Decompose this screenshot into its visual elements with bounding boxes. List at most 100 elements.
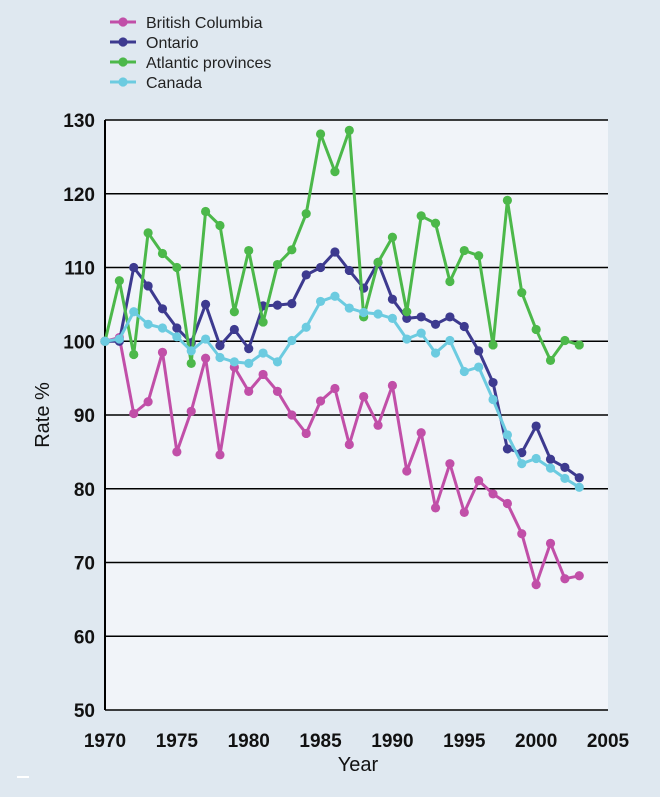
data-point (373, 420, 383, 430)
data-point (215, 450, 225, 460)
data-point (315, 296, 326, 307)
data-point (359, 391, 369, 402)
data-point (315, 129, 326, 139)
data-point (445, 312, 455, 322)
data-point (215, 352, 225, 363)
data-point (359, 307, 369, 318)
legend-label: Atlantic provinces (146, 55, 271, 72)
data-point (517, 459, 527, 469)
data-point (517, 529, 527, 539)
data-point (488, 394, 498, 405)
data-point (459, 321, 469, 332)
y-tick-label: 80 (74, 480, 95, 501)
data-point (502, 430, 512, 440)
data-point (459, 507, 469, 517)
data-point (502, 444, 512, 454)
data-point (272, 386, 283, 396)
data-point (387, 232, 398, 242)
data-point (574, 340, 584, 350)
y-axis-title: Rate % (32, 382, 54, 448)
data-point (258, 369, 268, 380)
data-point (157, 304, 168, 314)
data-point (445, 276, 455, 287)
legend-item: Atlantic provinces (110, 55, 271, 72)
data-point (330, 247, 340, 257)
y-tick-label: 50 (74, 701, 95, 722)
data-point (244, 245, 254, 256)
data-point (560, 574, 570, 584)
data-point (344, 265, 354, 276)
series-layer (100, 125, 584, 590)
data-point (430, 319, 441, 329)
series-line (104, 336, 580, 587)
data-point (201, 206, 211, 217)
data-point (373, 309, 383, 319)
legend-item: Ontario (110, 35, 199, 52)
corner-mark (17, 776, 29, 778)
series-line (103, 128, 580, 365)
data-point (402, 334, 412, 344)
data-point (531, 421, 541, 431)
data-point (574, 571, 584, 581)
legend-swatch-marker (118, 17, 128, 27)
data-point (545, 463, 556, 473)
y-tick-label: 130 (63, 111, 95, 132)
x-tick-label: 1970 (84, 731, 126, 752)
x-tick-label: 1975 (156, 731, 199, 752)
y-tick-label: 90 (74, 406, 95, 427)
legend-label: Canada (146, 75, 202, 92)
data-point (201, 334, 211, 344)
data-point (344, 439, 354, 450)
data-point (272, 259, 283, 270)
data-point (545, 355, 556, 366)
data-point (201, 299, 211, 309)
x-axis: 1970 1975 1980 1985 1990 1995 2000 2005 (84, 731, 630, 752)
data-point (517, 287, 527, 298)
data-point (143, 319, 153, 329)
data-point (244, 386, 254, 396)
data-point (229, 307, 239, 317)
data-point (416, 428, 426, 438)
series-canada (100, 291, 584, 492)
data-point (229, 324, 239, 335)
data-point (186, 346, 196, 356)
y-tick-label: 70 (74, 554, 95, 575)
data-point (129, 408, 139, 419)
data-point (129, 262, 139, 273)
data-point (387, 380, 398, 391)
data-point (445, 335, 455, 346)
data-point (287, 299, 297, 309)
data-point (502, 498, 512, 509)
data-point (545, 538, 556, 548)
data-point (430, 218, 441, 228)
x-tick-label: 1985 (299, 731, 342, 752)
data-point (330, 383, 340, 394)
x-tick-label: 2000 (515, 731, 557, 752)
data-point (215, 220, 225, 231)
data-point (272, 300, 283, 310)
data-point (229, 357, 239, 367)
data-point (430, 348, 441, 358)
data-point (172, 262, 182, 273)
data-point (416, 328, 426, 338)
data-point (157, 248, 168, 259)
data-point (301, 322, 311, 332)
data-point (430, 503, 441, 513)
data-point (287, 410, 297, 420)
y-tick-label: 60 (74, 627, 95, 648)
data-point (143, 228, 153, 238)
x-axis-title: Year (338, 754, 379, 776)
legend-item: British Columbia (110, 15, 263, 32)
data-point (258, 348, 268, 358)
data-point (416, 312, 426, 322)
data-point (244, 358, 254, 368)
data-point (488, 340, 498, 350)
data-point (474, 362, 484, 372)
data-point (315, 396, 326, 406)
data-point (301, 428, 311, 439)
data-point (215, 341, 225, 351)
data-point (574, 482, 584, 492)
legend-swatch-marker (118, 57, 128, 67)
data-point (330, 167, 340, 177)
